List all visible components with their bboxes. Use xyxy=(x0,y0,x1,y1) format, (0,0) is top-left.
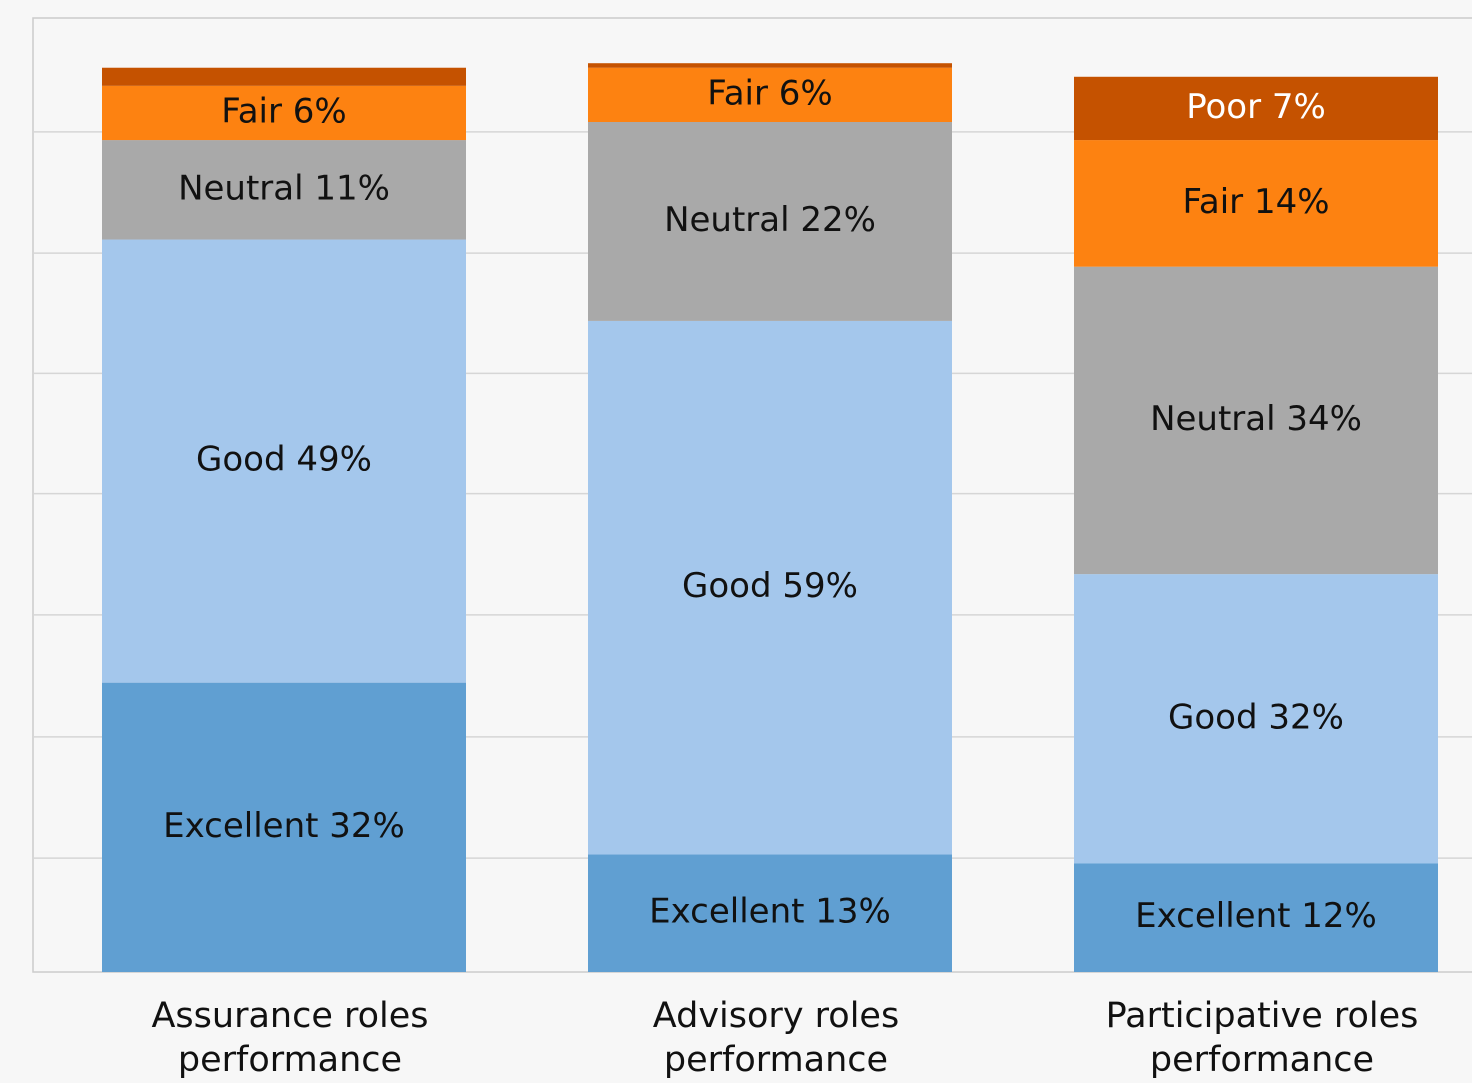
data-label: Good 59% xyxy=(682,566,858,606)
x-tick-label: Participative roles performance xyxy=(1105,996,1419,1080)
data-label: Neutral 22% xyxy=(664,200,876,240)
data-label: Neutral 34% xyxy=(1150,399,1362,439)
data-label: Excellent 12% xyxy=(1135,896,1377,936)
bar-segment xyxy=(588,63,952,68)
x-tick-label: Assurance roles performance xyxy=(151,996,429,1080)
bar-segment xyxy=(1074,863,1438,972)
data-label: Fair 6% xyxy=(707,73,832,113)
data-label: Poor 7% xyxy=(1186,87,1326,127)
bar-segment xyxy=(102,140,466,240)
bar-segment xyxy=(1074,76,1438,141)
data-label: Good 49% xyxy=(196,440,372,480)
data-label: Neutral 11% xyxy=(178,168,390,208)
bar-segment xyxy=(102,239,466,683)
bar-segment xyxy=(588,121,952,321)
data-label: Fair 14% xyxy=(1182,182,1329,222)
bar-segment xyxy=(102,85,466,141)
bar-segment xyxy=(1074,140,1438,267)
bar-segment xyxy=(102,67,466,86)
bar-segment xyxy=(588,67,952,122)
x-tick-label: Advisory roles performance xyxy=(652,996,900,1080)
bar-segment xyxy=(1074,574,1438,864)
bar-segment xyxy=(1074,266,1438,575)
data-label: Excellent 13% xyxy=(649,892,891,932)
bar-segment xyxy=(102,682,466,972)
bar-segment xyxy=(588,320,952,855)
data-label: Good 32% xyxy=(1168,697,1344,737)
data-label: Excellent 32% xyxy=(163,806,405,846)
bar-segment xyxy=(588,854,952,972)
data-label: Fair 6% xyxy=(221,91,346,131)
